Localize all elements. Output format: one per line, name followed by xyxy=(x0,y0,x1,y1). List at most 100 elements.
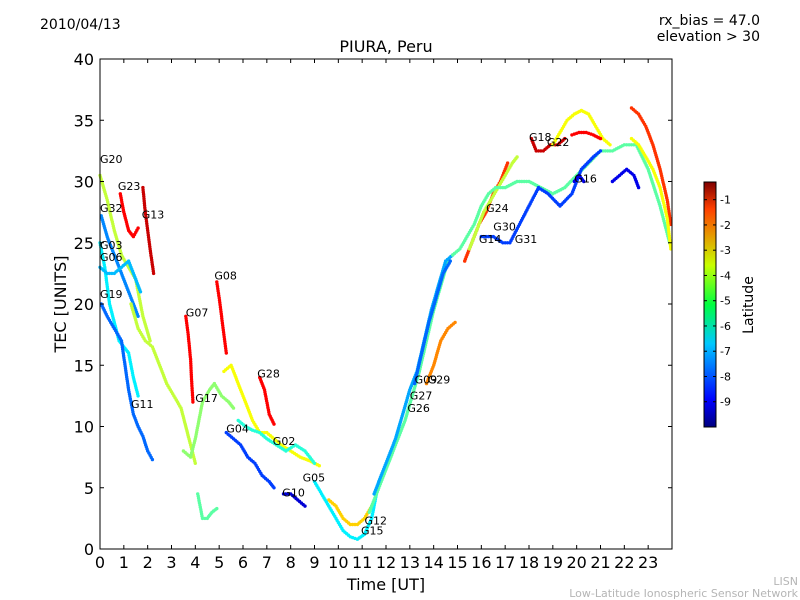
data-point xyxy=(136,314,140,318)
x-tick-label: 7 xyxy=(262,553,272,572)
satellite-label-g13: G13 xyxy=(142,208,165,221)
data-point xyxy=(636,185,641,190)
data-point xyxy=(148,339,152,343)
satellite-label-g27: G27 xyxy=(410,390,433,403)
colorbar: -1 -2 -3 -4 -5 -6 -7 -8 -9 Latitude xyxy=(703,181,757,428)
data-point xyxy=(522,179,526,184)
x-tick-label: 20 xyxy=(566,553,586,572)
data-point xyxy=(493,185,498,190)
y-tick-label: 20 xyxy=(74,295,94,314)
data-point xyxy=(489,234,493,239)
satellite-label-g15: G15 xyxy=(361,524,384,537)
series-g06 xyxy=(98,259,143,294)
x-tick-label: 19 xyxy=(543,553,563,572)
series-g17 xyxy=(181,381,236,459)
satellite-label-g32: G32 xyxy=(100,202,123,215)
satellite-label-g31: G31 xyxy=(515,233,538,246)
data-point xyxy=(479,234,483,239)
satellite-label-g07: G07 xyxy=(186,306,209,319)
x-axis-title: Time [UT] xyxy=(346,575,425,594)
data-point xyxy=(536,149,541,153)
x-tick-label: 16 xyxy=(471,553,491,572)
x-tick-label: 22 xyxy=(614,553,634,572)
x-tick-label: 13 xyxy=(400,553,420,572)
y-tick-label: 25 xyxy=(74,234,94,253)
data-point xyxy=(138,290,143,294)
y-tick-label: 40 xyxy=(74,50,94,69)
x-tick-label: 8 xyxy=(286,553,296,572)
colorbar-tick-label: -5 xyxy=(720,295,731,308)
y-tick-label: 0 xyxy=(84,540,94,559)
series-g20 xyxy=(98,173,152,343)
series-g18 xyxy=(529,136,567,153)
series-g22b xyxy=(570,130,603,141)
series-g28 xyxy=(258,375,276,426)
data-point xyxy=(312,461,317,465)
series-g21 xyxy=(610,167,641,190)
data-point xyxy=(622,143,626,147)
data-point xyxy=(136,394,140,398)
data-point xyxy=(284,492,288,496)
data-point xyxy=(627,143,631,147)
series-g07 xyxy=(184,314,195,404)
series-g05 xyxy=(236,418,317,465)
data-point xyxy=(150,457,155,462)
x-tick-label: 10 xyxy=(328,553,348,572)
data-point xyxy=(151,271,156,276)
series-g23 xyxy=(118,192,140,239)
data-point xyxy=(350,522,355,527)
series-layer xyxy=(98,106,673,541)
series-g09 xyxy=(412,259,452,386)
y-tick-label: 35 xyxy=(74,111,94,130)
data-point xyxy=(353,522,357,527)
data-point xyxy=(272,486,276,490)
data-point xyxy=(486,234,491,239)
series-g19 xyxy=(99,302,155,462)
y-tick-label: 15 xyxy=(74,356,94,375)
satellite-label-g04: G04 xyxy=(226,423,249,436)
colorbar-tick-label: -3 xyxy=(720,244,731,257)
data-point xyxy=(303,504,307,508)
satellite-label-g19: G19 xyxy=(100,288,123,301)
data-point xyxy=(107,271,112,276)
axes-layer: 0 1 2 3 4 5 6 7 8 9 10 11 12 13 14 15 16 17 18 19 20 21 22 2305… xyxy=(74,50,673,572)
data-point xyxy=(501,185,505,190)
data-point xyxy=(224,351,228,355)
data-point xyxy=(539,149,543,153)
x-tick-label: 17 xyxy=(495,553,515,572)
colorbar-tick-label: -1 xyxy=(720,194,731,207)
data-point xyxy=(505,161,510,165)
data-point xyxy=(203,516,207,521)
colorbar-gradient xyxy=(703,181,717,428)
x-tick-label: 9 xyxy=(309,553,319,572)
data-point xyxy=(582,130,586,135)
data-point xyxy=(515,155,519,159)
y-tick-label: 30 xyxy=(74,173,94,192)
satellite-label-g18: G18 xyxy=(529,131,552,144)
data-point xyxy=(317,464,321,468)
colorbar-label: Latitude xyxy=(741,276,757,334)
data-point xyxy=(501,241,505,245)
series-g04 xyxy=(196,492,219,521)
data-point xyxy=(281,492,286,496)
data-point xyxy=(496,185,500,190)
satellite-label-g09: G09 xyxy=(415,374,438,387)
data-point xyxy=(193,461,197,465)
series-g25 xyxy=(629,106,673,227)
data-point xyxy=(136,226,140,230)
satellite-label-g10: G10 xyxy=(282,486,305,499)
data-point xyxy=(632,143,636,147)
x-tick-label: 1 xyxy=(119,553,129,572)
satellite-label-g20: G20 xyxy=(100,153,123,166)
satellite-label-g08: G08 xyxy=(214,270,237,283)
chart-title: PIURA, Peru xyxy=(339,37,432,56)
colorbar-tick-label: -6 xyxy=(720,320,731,333)
x-tick-label: 3 xyxy=(166,553,176,572)
x-tick-label: 15 xyxy=(447,553,467,572)
satellite-label-g28: G28 xyxy=(257,368,280,381)
satellite-label-g29: G29 xyxy=(428,374,451,387)
satellite-label-g26: G26 xyxy=(407,402,430,415)
satellite-label-g03: G03 xyxy=(100,239,123,252)
